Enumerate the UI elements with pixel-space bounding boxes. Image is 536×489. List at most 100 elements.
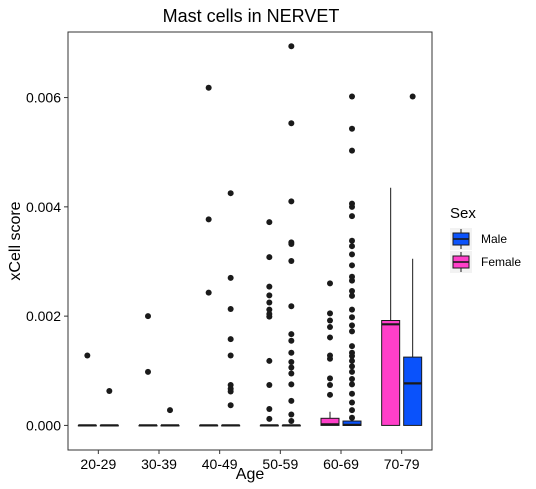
male-outlier-point [227, 336, 234, 343]
male-outlier-point [349, 357, 355, 364]
male-outlier-point [349, 322, 355, 329]
female-box [381, 320, 401, 426]
male-outlier-point [288, 381, 295, 388]
male-outlier-point [349, 414, 355, 421]
male-outlier-point [288, 418, 295, 425]
female-outlier-point [327, 381, 333, 388]
male-outlier-point [349, 343, 355, 350]
male-outlier-point [349, 277, 355, 284]
x-tick-label: 40-49 [202, 456, 238, 472]
male-outlier-point [288, 43, 295, 50]
legend-title: Sex [450, 205, 476, 222]
y-tick-label: 0.000 [26, 417, 61, 433]
male-outlier-point [227, 190, 234, 197]
y-axis: 0.000 0.002 0.004 0.006 [26, 90, 68, 433]
male-outlier-point [288, 411, 295, 418]
male-outlier-point [288, 349, 295, 356]
male-outlier-point [349, 243, 355, 250]
male-outlier-point [288, 370, 295, 377]
male-outlier-point [288, 198, 295, 205]
female-outlier-point [327, 317, 333, 324]
male-outlier-point [349, 314, 355, 321]
female-outlier-point [327, 375, 333, 382]
male-outlier-point [227, 352, 234, 359]
y-tick-label: 0.002 [26, 308, 61, 324]
male-outlier-point [349, 328, 355, 335]
male-outlier-point [349, 213, 355, 220]
x-tick-label: 30-39 [141, 456, 177, 472]
male-outlier-point [227, 402, 234, 409]
male-outlier-point [349, 306, 355, 313]
female-outlier-point [205, 216, 212, 223]
male-outlier-point [349, 407, 355, 414]
female-outlier-point [266, 219, 273, 226]
male-outlier-point [288, 303, 295, 310]
male-outlier-point [227, 306, 234, 313]
male-outlier-point [167, 407, 173, 414]
male-outlier-point [288, 397, 295, 404]
male-outlier-point [349, 287, 355, 294]
male-outlier-point [349, 375, 355, 382]
female-outlier-point [327, 280, 333, 287]
female-outlier-point [327, 391, 333, 398]
male-outlier-point [349, 262, 355, 269]
male-outlier-point [349, 363, 355, 370]
male-outlier-point [409, 93, 416, 100]
female-outlier-point [327, 334, 333, 341]
x-axis-title: Age [236, 466, 265, 483]
male-outlier-point [106, 387, 113, 394]
male-outlier-point [349, 203, 355, 210]
male-outlier-point [288, 257, 295, 264]
female-outlier-point [266, 283, 273, 290]
male-outlier-point [349, 368, 355, 375]
x-tick-label: 60-69 [323, 456, 359, 472]
female-outlier-point [205, 289, 212, 296]
male-outlier-point [349, 390, 355, 397]
x-tick-label: 50-59 [262, 456, 298, 472]
female-outlier-point [266, 313, 273, 320]
female-outlier-point [327, 355, 333, 362]
female-outlier-point [266, 292, 273, 299]
chart-title: Mast cells in NERVET [163, 6, 340, 26]
female-outlier-point [266, 299, 273, 306]
male-outlier-point [227, 388, 234, 395]
male-outlier-point [349, 93, 355, 100]
male-outlier-point [349, 251, 355, 258]
legend: Sex Male Female [450, 205, 521, 273]
x-axis: 20-29 30-39 40-49 50-59 60-69 70-79 [80, 450, 420, 472]
female-outlier-point [84, 352, 91, 359]
female-outlier-point [266, 381, 273, 388]
male-outlier-point [349, 381, 355, 388]
female-outlier-point [266, 415, 273, 422]
female-outlier-point [266, 306, 273, 313]
male-outlier-point [349, 125, 355, 132]
female-outlier-point [145, 368, 151, 375]
male-outlier-point [288, 241, 295, 248]
plot-panel [67, 31, 433, 451]
legend-label-female: Female [481, 255, 521, 269]
male-outlier-point [288, 359, 295, 366]
plot-marks [77, 43, 423, 427]
female-outlier-point [205, 84, 212, 91]
y-axis-title: xCell score [7, 201, 24, 280]
male-outlier-point [227, 274, 234, 281]
female-outlier-point [266, 406, 273, 413]
male-outlier-point [349, 147, 355, 154]
male-outlier-point [288, 337, 295, 344]
male-outlier-point [349, 292, 355, 299]
y-tick-label: 0.004 [26, 199, 61, 215]
male-outlier-point [349, 399, 355, 406]
male-outlier-point [288, 331, 295, 338]
male-outlier-point [288, 364, 295, 371]
y-tick-label: 0.006 [26, 90, 61, 106]
female-outlier-point [266, 254, 273, 261]
female-outlier-point [145, 313, 151, 320]
female-outlier-point [327, 324, 333, 331]
x-tick-label: 20-29 [80, 456, 116, 472]
male-outlier-point [288, 120, 295, 127]
female-outlier-point [266, 357, 273, 364]
legend-label-male: Male [481, 232, 507, 246]
male-outlier-point [349, 237, 355, 244]
male-outlier-point [349, 353, 355, 360]
